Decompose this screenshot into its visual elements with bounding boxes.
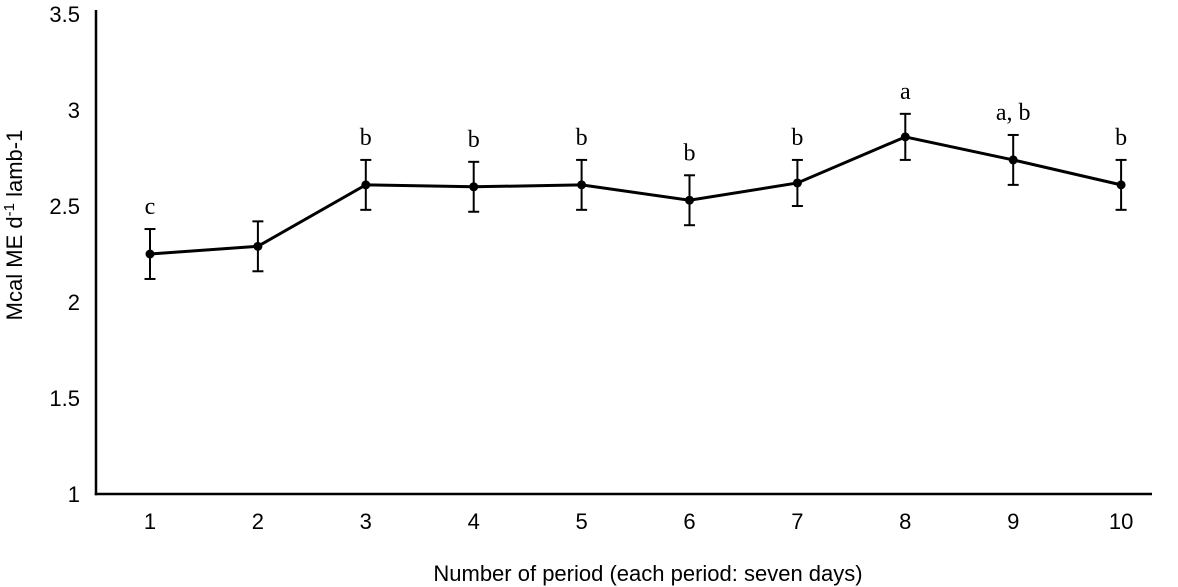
point-significance-label: a <box>900 79 911 105</box>
y-tick-label: 2 <box>68 290 80 315</box>
x-tick-label: 7 <box>791 509 803 534</box>
point-significance-label: b <box>360 125 372 151</box>
y-axis-title: Mcal ME d-1 lamb-1 <box>1 130 27 321</box>
x-tick-label: 5 <box>575 509 587 534</box>
error-bars <box>144 112 1127 280</box>
x-tick-labels: 1 2 3 4 5 6 7 8 9 10 <box>144 509 1133 534</box>
x-tick-label: 10 <box>1109 509 1133 534</box>
data-point-marker <box>577 180 587 190</box>
point-significance-label: a, b <box>996 100 1031 126</box>
series-line <box>149 135 1122 256</box>
point-significance-label: c <box>145 194 156 220</box>
data-point-marker <box>469 182 479 192</box>
x-tick-label: 2 <box>252 509 264 534</box>
x-tick-label: 6 <box>683 509 695 534</box>
y-tick-label: 2.5 <box>49 194 80 219</box>
point-significance-labels: c b b b b b a a, b b <box>145 79 1127 220</box>
data-point-marker <box>253 241 263 251</box>
data-point-marker <box>900 132 910 142</box>
data-point-marker <box>685 195 694 205</box>
x-tick-label: 4 <box>468 509 480 534</box>
data-point-marker <box>145 249 155 259</box>
point-significance-label: b <box>684 140 696 166</box>
data-point-marker <box>1116 180 1126 190</box>
y-tick-label: 3 <box>68 98 80 123</box>
data-point-marker <box>361 180 371 190</box>
x-tick-label: 3 <box>360 509 372 534</box>
data-point-markers <box>145 132 1126 259</box>
y-axis-title-rest: lamb-1 <box>2 130 27 203</box>
y-tick-label: 3.5 <box>49 2 80 27</box>
data-point-marker <box>792 178 802 188</box>
y-tick-label: 1 <box>68 482 80 507</box>
x-tick-label: 9 <box>1007 509 1019 534</box>
point-significance-label: b <box>791 125 803 151</box>
point-significance-label: b <box>1115 125 1127 151</box>
x-tick-label: 1 <box>144 509 156 534</box>
point-significance-label: b <box>468 127 480 153</box>
x-tick-label: 8 <box>899 509 911 534</box>
y-axis-title-main: Mcal ME d <box>2 216 27 320</box>
y-axis-title-superscript: -1 <box>1 203 18 216</box>
point-significance-label: b <box>576 125 588 151</box>
y-tick-label: 1.5 <box>49 386 80 411</box>
x-axis-title: Number of period (each period: seven day… <box>433 561 862 586</box>
data-point-marker <box>1008 155 1018 165</box>
y-tick-labels: 1 1.5 2 2.5 3 3.5 <box>49 2 80 507</box>
